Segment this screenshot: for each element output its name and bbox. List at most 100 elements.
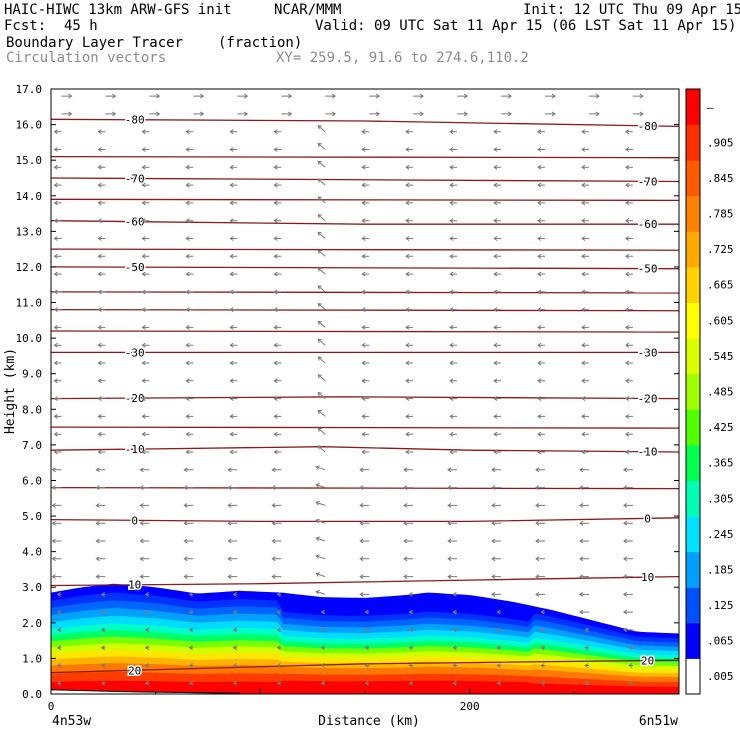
circulation-vector — [276, 591, 282, 597]
temperature-contour-unlabeled — [51, 486, 679, 490]
circulation-vector — [232, 645, 238, 651]
circulation-vector — [408, 645, 414, 651]
circulation-vector — [624, 307, 633, 313]
circulation-vector — [325, 111, 337, 117]
circulation-vector — [405, 147, 414, 152]
circulation-vector — [405, 360, 414, 366]
circulation-vector — [624, 342, 633, 348]
circulation-vector — [493, 129, 502, 135]
circulation-vector — [97, 396, 106, 402]
circulation-vector — [408, 680, 414, 686]
temperature-contour — [51, 177, 679, 183]
circulation-vector — [457, 93, 469, 99]
circulation-vector — [491, 574, 502, 580]
organization-label: NCAR/MMM — [274, 2, 342, 18]
circulation-vector — [449, 360, 458, 366]
circulation-vector — [229, 147, 238, 152]
x-endpoint-right: 6n51w — [639, 714, 678, 729]
temperature-contour-unlabeled — [51, 426, 679, 429]
circulation-vector — [537, 129, 545, 135]
circulation-vector — [581, 253, 589, 259]
circulation-vector — [361, 182, 370, 188]
circulation-vector — [361, 218, 370, 224]
circulation-vector — [622, 467, 633, 473]
y-tick-label: 1.0 — [22, 652, 42, 665]
colorbar-swatch — [686, 444, 700, 481]
circulation-vector — [229, 360, 238, 366]
circulation-vector — [271, 538, 282, 544]
circulation-vector — [185, 378, 194, 384]
circulation-vector — [271, 520, 282, 526]
colorbar-swatch — [686, 160, 700, 197]
colorbar-label: .125 — [707, 599, 734, 612]
circulation-vector — [405, 271, 414, 277]
circulation-vector — [491, 538, 502, 544]
circulation-vector — [535, 574, 545, 580]
circulation-vector — [369, 111, 381, 117]
circulation-vector — [449, 182, 458, 188]
circulation-vector — [405, 342, 414, 348]
circulation-vector — [53, 271, 62, 277]
circulation-vector — [273, 324, 282, 330]
circulation-vector — [185, 342, 194, 348]
circulation-vector — [359, 574, 370, 580]
circulation-vector — [405, 431, 414, 437]
circulation-vector — [581, 129, 589, 135]
colorbar-swatch — [686, 658, 700, 695]
circulation-vector — [53, 236, 62, 241]
circulation-vector — [584, 627, 589, 633]
colorbar-label: .305 — [707, 492, 734, 505]
circulation-vector — [537, 449, 545, 455]
circulation-vector — [276, 609, 282, 615]
colorbar-label: .905 — [707, 136, 734, 149]
circulation-vector — [141, 324, 150, 330]
contour-label: -80 — [638, 120, 658, 133]
colorbar-swatch — [686, 302, 700, 339]
circulation-vector — [139, 556, 150, 562]
circulation-vector — [537, 253, 545, 259]
circulation-vector — [624, 271, 633, 277]
circulation-vector — [496, 663, 502, 668]
circulation-vector — [61, 111, 73, 117]
circulation-vector — [359, 556, 370, 562]
y-tick-label: 12.0 — [16, 261, 43, 274]
circulation-vector — [361, 324, 370, 330]
y-tick-label: 15.0 — [16, 154, 43, 167]
contour-label: -50 — [125, 261, 145, 274]
circulation-vector — [185, 289, 194, 295]
circulation-vector — [229, 253, 238, 259]
circulation-vector — [188, 680, 194, 686]
contour-label: -10 — [638, 446, 658, 459]
circulation-vector — [185, 164, 194, 170]
circulation-vector — [493, 396, 502, 402]
circulation-vector — [105, 93, 117, 99]
circulation-vector — [325, 93, 337, 99]
circulation-vector — [493, 413, 502, 419]
circulation-vector — [56, 591, 62, 597]
y-tick-label: 14.0 — [16, 190, 43, 203]
temperature-contour — [51, 517, 679, 523]
circulation-vector — [229, 271, 238, 277]
colorbar-label: .545 — [707, 350, 734, 363]
circulation-vector — [361, 253, 370, 259]
circulation-vector — [315, 500, 326, 506]
circulation-vector — [537, 147, 545, 152]
circulation-vector — [496, 680, 502, 686]
circulation-vector — [581, 431, 589, 437]
circulation-vector — [95, 538, 106, 544]
circulation-vector — [624, 378, 633, 384]
forecast-label: Fcst: — [4, 18, 47, 34]
circulation-vector — [369, 93, 381, 99]
circulation-vector — [535, 556, 545, 562]
circulation-vector — [188, 591, 194, 597]
circulation-vector — [317, 249, 326, 257]
circulation-vector — [449, 431, 458, 437]
circulation-vector — [95, 485, 106, 491]
circulation-vector — [405, 182, 414, 188]
circulation-vector — [408, 609, 414, 615]
circulation-vector — [315, 465, 326, 471]
circulation-vector — [315, 536, 326, 542]
circulation-vector — [183, 467, 194, 473]
circulation-vector — [317, 178, 326, 186]
circulation-vector — [273, 342, 282, 348]
